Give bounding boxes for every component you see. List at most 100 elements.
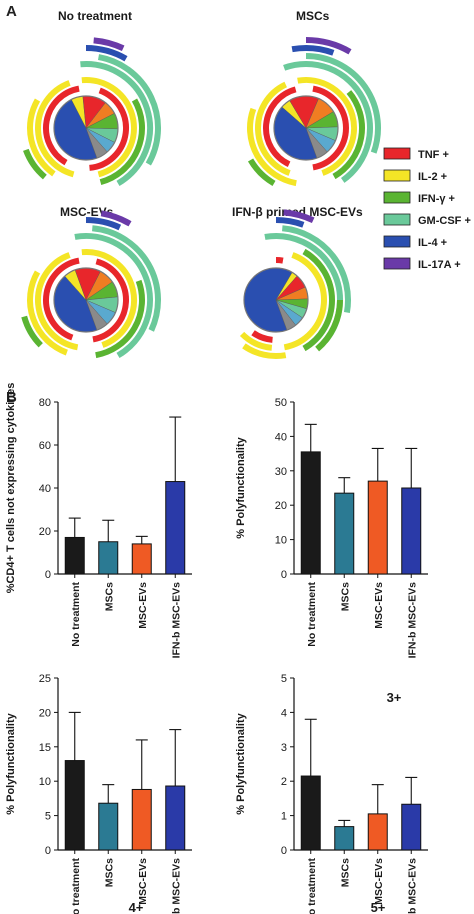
bar xyxy=(367,813,388,851)
legend-label: IFN-γ + xyxy=(418,193,455,205)
pie-arc xyxy=(242,343,287,359)
pie-arc xyxy=(35,252,79,351)
pie-arc xyxy=(93,37,125,51)
y-tick-label: 60 xyxy=(39,440,51,452)
legend-label: IL-2 + xyxy=(418,171,447,183)
category-label: No treatment xyxy=(70,858,82,914)
pie-arc xyxy=(92,258,129,343)
pie-outline xyxy=(243,267,309,333)
pie-title: No treatment xyxy=(58,9,132,23)
pie-arc xyxy=(21,315,43,348)
pie-arc xyxy=(95,279,145,359)
pie-arc xyxy=(283,252,327,351)
pie-arc xyxy=(100,210,132,227)
pie-arc xyxy=(297,77,358,176)
bar xyxy=(165,481,186,575)
category-label: IFN-b MSC-EVs xyxy=(406,858,418,914)
pie-arc xyxy=(332,90,365,180)
pie-arc xyxy=(283,61,373,183)
pie-arc xyxy=(99,98,145,185)
pie-arc xyxy=(312,85,349,171)
category-label: IFN-b MSC-EVs xyxy=(170,858,182,914)
pie-arc xyxy=(302,248,335,352)
y-tick-label: 50 xyxy=(275,397,287,409)
bar xyxy=(300,775,321,851)
pie-outline xyxy=(273,95,339,161)
bar-chart-4: 0 1 2 3 4 5 No treatment MSCs MSC-EVs IFN-b MSC-E… xyxy=(235,673,428,914)
bar xyxy=(367,480,388,575)
pie-arc xyxy=(247,107,297,187)
y-tick-label: 5 xyxy=(281,673,287,685)
bar xyxy=(401,803,422,851)
legend-swatch xyxy=(383,257,411,270)
category-label: MSCs xyxy=(339,582,351,611)
bar xyxy=(64,536,85,575)
pie-arc xyxy=(305,53,381,154)
pie-arc xyxy=(97,54,161,166)
pie-outline xyxy=(53,267,119,333)
category-label: MSCs xyxy=(103,582,115,611)
category-label: No treatment xyxy=(306,582,318,647)
bar xyxy=(300,451,321,575)
pie-arc xyxy=(74,233,154,359)
bar xyxy=(165,785,186,851)
y-tick-label: 25 xyxy=(39,673,51,685)
y-axis-label: % Polyfunctionality xyxy=(5,712,17,814)
pie-arc xyxy=(263,86,297,167)
pie-arc xyxy=(239,331,273,351)
y-tick-label: 5 xyxy=(45,811,51,823)
category-label: MSC-EVs xyxy=(137,582,149,629)
bar xyxy=(98,541,119,575)
pie-arc xyxy=(251,330,273,343)
y-tick-label: 3 xyxy=(281,742,287,754)
y-tick-label: 40 xyxy=(275,431,287,443)
spice-pie-group: No treatment MSCs MSC-EVs IFN-β primed MSC-… xyxy=(21,9,381,359)
legend-swatch xyxy=(383,213,411,226)
y-axis-label: % Polyfunctionality xyxy=(235,436,247,538)
pie-arc xyxy=(85,217,122,231)
y-tick-label: 10 xyxy=(39,776,51,788)
legend-label: IL-17A + xyxy=(418,259,461,271)
pie-outline xyxy=(53,95,119,161)
pie-3: MSC-EVs xyxy=(21,205,161,359)
y-tick-label: 20 xyxy=(39,707,51,719)
pie-arc xyxy=(92,225,161,332)
pie-arc xyxy=(27,98,56,177)
pie-arc xyxy=(81,249,138,348)
category-label: MSCs xyxy=(339,858,351,887)
pie-arc xyxy=(283,209,315,223)
y-tick-label: 0 xyxy=(281,845,287,857)
legend: TNF + IL-2 + IFN-γ + GM-CSF + IL-4 + IL-17A + xyxy=(383,147,471,271)
bar-chart-1: 0 20 40 60 80 No treatment MSCs MSC-EVs IFN-b MS… xyxy=(5,383,192,659)
category-label: MSC-EVs xyxy=(373,582,385,629)
pie-arc xyxy=(43,257,80,341)
pie-arc xyxy=(89,87,129,171)
y-tick-label: 4 xyxy=(281,707,287,719)
pie-arc xyxy=(85,45,128,62)
pie-arc xyxy=(80,61,154,187)
pie-arc xyxy=(23,148,47,180)
legend-swatch xyxy=(383,191,411,204)
legend-swatch xyxy=(383,147,411,160)
pie-2: MSCs xyxy=(247,9,381,187)
bar-chart-2: 0 10 20 30 40 50 No treatment MSCs MSC-EVs IFN-b … xyxy=(235,397,428,705)
pie-arc xyxy=(247,158,276,187)
legend-label: IL-4 + xyxy=(418,237,447,249)
category-label: MSCs xyxy=(103,858,115,887)
y-tick-label: 0 xyxy=(45,845,51,857)
y-tick-label: 1 xyxy=(281,811,287,823)
legend-label: TNF + xyxy=(418,149,449,161)
pie-arc xyxy=(291,45,335,56)
category-label: MSC-EVs xyxy=(373,858,385,905)
pie-title: MSC-EVs xyxy=(60,205,114,219)
y-tick-label: 20 xyxy=(275,500,287,512)
category-label: No treatment xyxy=(70,582,82,647)
legend-label: GM-CSF + xyxy=(418,215,471,227)
pie-arc xyxy=(275,217,305,228)
y-tick-label: 15 xyxy=(39,742,51,754)
category-label: IFN-b MSC-EVs xyxy=(170,582,182,659)
y-tick-label: 80 xyxy=(39,397,51,409)
bar xyxy=(98,802,119,851)
y-tick-label: 0 xyxy=(45,569,51,581)
